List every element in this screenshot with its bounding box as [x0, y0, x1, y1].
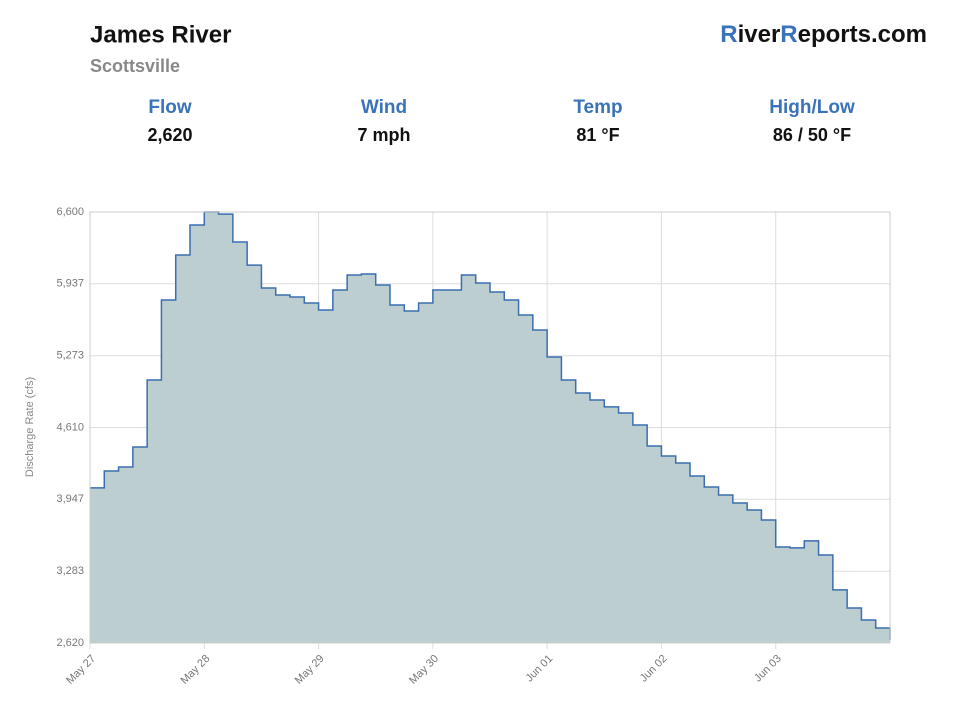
brand-part: iver — [738, 21, 781, 48]
y-tick-label: 3,947 — [56, 493, 84, 505]
brand-part: R — [720, 21, 737, 48]
stat-label: Flow — [148, 97, 191, 118]
subtitle: Scottsville — [90, 56, 180, 76]
area-fill — [90, 212, 890, 643]
stat-label: Wind — [361, 97, 407, 118]
stat-label: Temp — [573, 97, 622, 118]
x-tick-label: May 30 — [407, 653, 441, 687]
y-tick-label: 4,610 — [56, 421, 84, 433]
plot-frame — [89, 211, 891, 644]
y-tick-label: 6,600 — [56, 206, 84, 218]
x-tick-label: Jun 03 — [752, 653, 784, 685]
x-tick-label: Jun 01 — [523, 653, 555, 685]
y-tick-label: 5,937 — [56, 278, 84, 290]
x-tick-label: May 29 — [293, 653, 327, 687]
stat-value: 86 / 50 °F — [773, 125, 851, 145]
brand-part: R — [780, 21, 797, 48]
area-line — [90, 211, 891, 640]
x-tick-label: May 28 — [178, 653, 212, 687]
brand[interactable]: RiverReports.com — [720, 21, 927, 48]
plot — [89, 211, 891, 649]
y-tick-label: 2,620 — [56, 637, 84, 649]
x-tick-label: Jun 02 — [638, 653, 670, 685]
stat-value: 81 °F — [576, 125, 619, 145]
brand-part: eports.com — [798, 21, 927, 48]
y-axis-label: Discharge Rate (cfs) — [24, 377, 36, 477]
y-tick-label: 3,283 — [56, 565, 84, 577]
y-tick-label: 5,273 — [56, 350, 84, 362]
stat-label: High/Low — [769, 97, 855, 118]
stat-value: 2,620 — [147, 125, 192, 145]
title: James River — [90, 21, 231, 48]
stat-value: 7 mph — [357, 125, 410, 145]
x-tick-label: May 27 — [64, 653, 98, 687]
